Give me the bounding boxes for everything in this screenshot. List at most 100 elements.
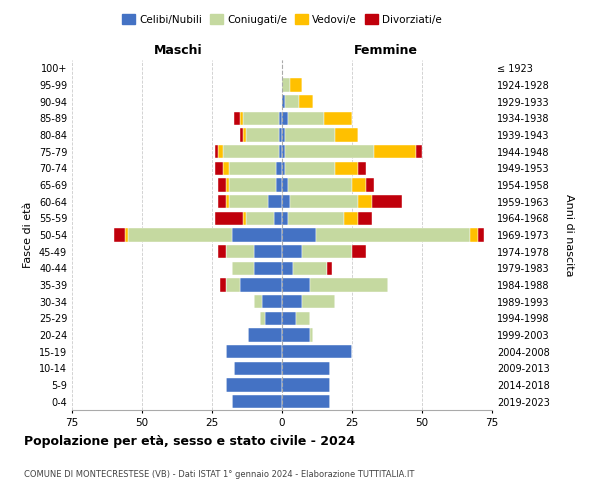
Text: Femmine: Femmine — [353, 44, 418, 57]
Bar — [335, 128, 358, 141]
Bar — [262, 295, 282, 308]
Bar — [285, 128, 335, 141]
Bar — [226, 178, 229, 192]
Bar — [352, 178, 366, 192]
Bar — [226, 345, 282, 358]
Bar — [316, 228, 470, 241]
Bar — [279, 112, 282, 125]
Bar — [282, 328, 310, 342]
Bar — [245, 128, 279, 141]
Bar — [470, 228, 478, 241]
Bar — [282, 295, 302, 308]
Bar — [254, 245, 282, 258]
Bar — [226, 378, 282, 392]
Bar — [218, 245, 226, 258]
Legend: Celibi/Nubili, Coniugati/e, Vedovi/e, Divorziati/e: Celibi/Nubili, Coniugati/e, Vedovi/e, Di… — [118, 10, 446, 29]
Bar — [282, 212, 287, 225]
Bar — [248, 328, 282, 342]
Y-axis label: Anni di nascita: Anni di nascita — [563, 194, 574, 276]
Text: Popolazione per età, sesso e stato civile - 2024: Popolazione per età, sesso e stato civil… — [24, 435, 355, 448]
Bar — [223, 162, 229, 175]
Bar — [371, 195, 403, 208]
Bar — [282, 378, 329, 392]
Bar — [254, 295, 262, 308]
Bar — [282, 262, 293, 275]
Bar — [215, 145, 218, 158]
Bar — [285, 162, 335, 175]
Bar — [285, 95, 299, 108]
Bar — [290, 78, 302, 92]
Bar — [282, 95, 285, 108]
Bar — [232, 262, 254, 275]
Bar — [327, 262, 332, 275]
Bar — [282, 395, 329, 408]
Bar — [358, 195, 371, 208]
Bar — [114, 228, 125, 241]
Bar — [478, 228, 484, 241]
Bar — [235, 112, 240, 125]
Bar — [293, 262, 327, 275]
Bar — [218, 178, 226, 192]
Y-axis label: Fasce di età: Fasce di età — [23, 202, 33, 268]
Bar — [218, 195, 226, 208]
Bar — [344, 212, 358, 225]
Bar — [282, 162, 285, 175]
Bar — [296, 312, 310, 325]
Bar — [232, 228, 282, 241]
Bar — [287, 112, 324, 125]
Bar — [268, 195, 282, 208]
Bar — [282, 345, 352, 358]
Bar — [265, 312, 282, 325]
Bar — [282, 178, 287, 192]
Bar — [282, 228, 316, 241]
Bar — [279, 128, 282, 141]
Bar — [215, 212, 243, 225]
Bar — [282, 145, 285, 158]
Bar — [279, 145, 282, 158]
Bar — [358, 162, 366, 175]
Bar — [282, 78, 290, 92]
Bar — [229, 162, 277, 175]
Bar — [366, 178, 374, 192]
Bar — [125, 228, 128, 241]
Bar — [287, 178, 352, 192]
Bar — [282, 362, 329, 375]
Bar — [277, 162, 282, 175]
Text: COMUNE DI MONTECRESTESE (VB) - Dati ISTAT 1° gennaio 2024 - Elaborazione TUTTITA: COMUNE DI MONTECRESTESE (VB) - Dati ISTA… — [24, 470, 415, 479]
Bar — [254, 262, 282, 275]
Bar — [285, 145, 374, 158]
Bar — [335, 162, 358, 175]
Bar — [282, 278, 310, 291]
Bar — [282, 312, 296, 325]
Bar — [310, 278, 388, 291]
Bar — [128, 228, 232, 241]
Bar — [243, 112, 279, 125]
Bar — [229, 195, 268, 208]
Bar — [240, 112, 243, 125]
Bar — [416, 145, 422, 158]
Bar — [235, 362, 282, 375]
Bar — [287, 212, 344, 225]
Bar — [282, 195, 290, 208]
Bar — [260, 312, 265, 325]
Bar — [282, 128, 285, 141]
Bar — [226, 245, 254, 258]
Bar — [282, 112, 287, 125]
Bar — [243, 212, 245, 225]
Bar — [274, 212, 282, 225]
Bar — [226, 195, 229, 208]
Bar — [310, 328, 313, 342]
Bar — [299, 95, 313, 108]
Bar — [218, 145, 223, 158]
Bar — [282, 245, 302, 258]
Bar — [223, 145, 279, 158]
Bar — [240, 128, 243, 141]
Bar — [215, 162, 223, 175]
Bar — [358, 212, 371, 225]
Bar — [220, 278, 226, 291]
Bar — [352, 245, 366, 258]
Bar — [229, 178, 277, 192]
Bar — [240, 278, 282, 291]
Bar — [277, 178, 282, 192]
Bar — [290, 195, 358, 208]
